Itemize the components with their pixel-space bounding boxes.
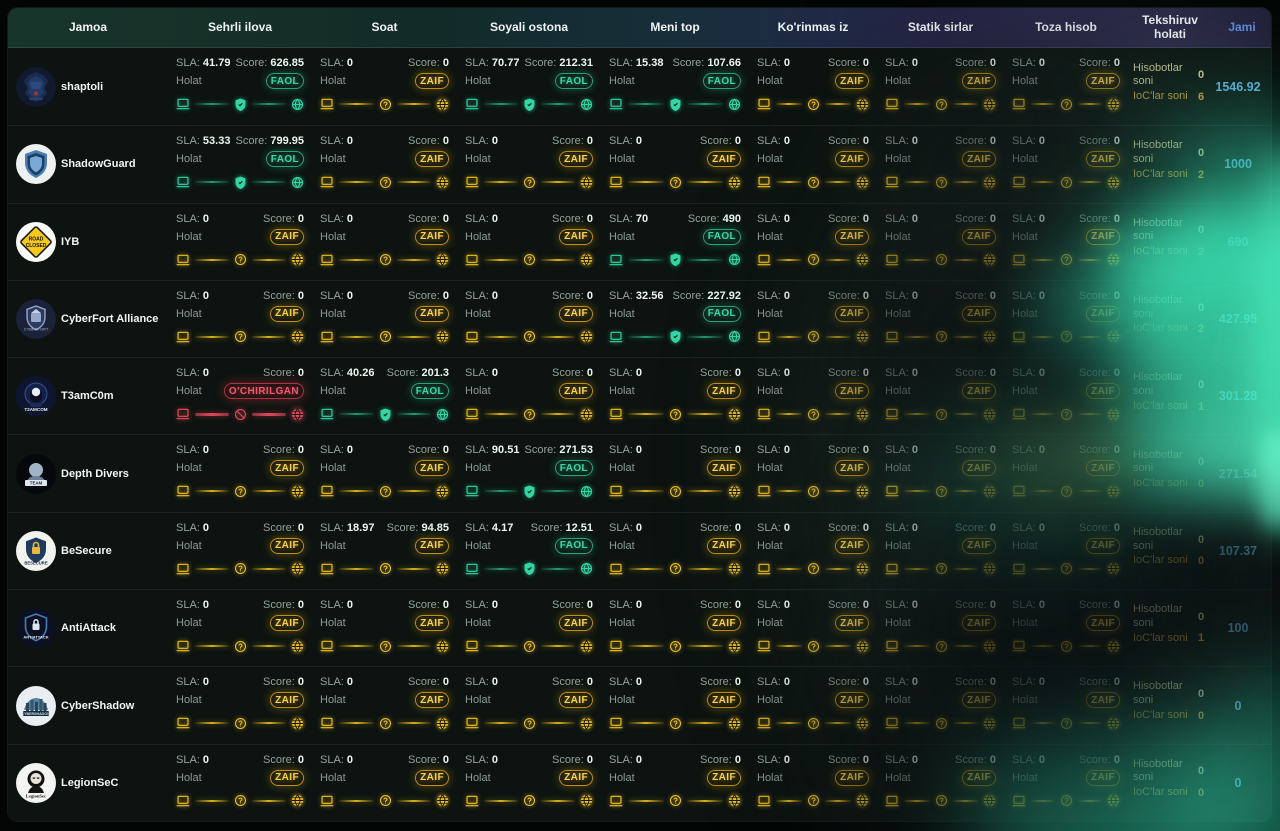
- svg-text:T3AMCOM: T3AMCOM: [24, 407, 47, 412]
- svg-text:LegionSec: LegionSec: [26, 793, 46, 798]
- svg-text:CYBERSHADOW: CYBERSHADOW: [22, 711, 52, 715]
- svg-text:TEAM: TEAM: [30, 480, 43, 485]
- svg-text:CLOSED: CLOSED: [26, 243, 47, 249]
- svg-text:ROAD: ROAD: [29, 236, 44, 242]
- svg-text:CYBERFORT: CYBERFORT: [24, 327, 49, 332]
- svg-text:ANTIATTACK: ANTIATTACK: [23, 635, 48, 640]
- svg-text:BESECURE: BESECURE: [24, 561, 47, 566]
